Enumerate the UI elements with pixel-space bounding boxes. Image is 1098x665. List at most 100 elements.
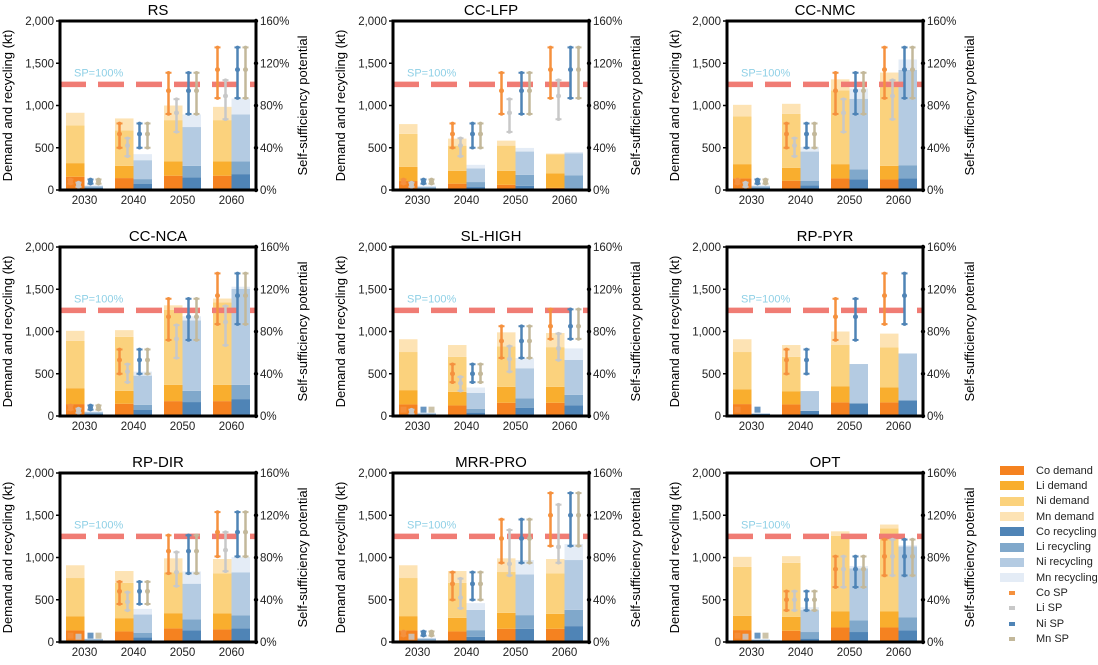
- demand-bar-li: [546, 613, 565, 629]
- legend-swatch: [1000, 527, 1024, 537]
- demand-bar-li: [782, 391, 801, 405]
- y-tick-label: 500: [702, 143, 721, 155]
- sp-marker-ni: [754, 632, 761, 639]
- legend-label: Mn demand: [1036, 510, 1095, 523]
- recycling-bar-mn: [182, 114, 201, 128]
- sp-point-ni: [568, 337, 573, 341]
- demand-bar-ni: [115, 582, 134, 619]
- recycling-bar-ni: [231, 288, 250, 385]
- recycling-bar-li: [898, 165, 917, 179]
- sp-point-mn: [145, 121, 150, 126]
- demand-bar-co: [831, 627, 850, 642]
- legend-item-li-demand: Li demand: [1000, 478, 1098, 493]
- legend: Co demand Li demand Ni demand Mn demand Co r…: [1000, 463, 1098, 647]
- y2-tick: [920, 145, 926, 150]
- sp-point-mn: [527, 517, 532, 522]
- sp-point-ni: [804, 597, 809, 603]
- y-tick-label: 0: [48, 637, 54, 649]
- y2-tick-label: 160%: [927, 468, 956, 480]
- x-tick-label: 2060: [552, 421, 578, 433]
- sp-point-co: [117, 347, 122, 352]
- sp-point-li: [409, 180, 414, 185]
- panel-rp-dir: RP-DIR SP=100% 0 500 1,000 1,500 2,000 0% 40% 80%…: [0, 454, 310, 659]
- sp-point-co: [548, 67, 553, 73]
- sp-point-ni: [470, 597, 475, 602]
- demand-bar-ni: [164, 309, 183, 385]
- sp-point-mn: [243, 271, 248, 276]
- demand-bar-mn: [782, 103, 801, 114]
- sp-point-mn: [478, 597, 483, 602]
- sp-point-li: [841, 110, 846, 116]
- demand-bar-li: [164, 161, 183, 176]
- x-tick-label: 2030: [72, 195, 98, 207]
- y-tick-label: 500: [35, 143, 54, 155]
- panel-title: RP-PYR: [797, 228, 854, 245]
- sp-point-co: [548, 323, 553, 329]
- panel-rp-pyr: RP-PYR SP=100% 0 500 1,000 1,500 2,000 0% 40% 80%…: [667, 228, 977, 433]
- demand-bar-mn: [880, 72, 899, 84]
- y2-tick-label: 0%: [927, 185, 944, 197]
- recycling-bar-li: [849, 620, 868, 633]
- legend-label: Ni demand: [1036, 495, 1090, 508]
- recycling-bar-li: [417, 639, 436, 641]
- sp-marker-co: [734, 406, 741, 413]
- recycling-bar-li: [751, 639, 770, 641]
- demand-bar-mn: [66, 330, 85, 341]
- demand-bar-mn: [880, 524, 899, 529]
- sp-point-co: [882, 537, 887, 542]
- sp-point-ni: [186, 533, 191, 538]
- recycling-bar-co: [466, 636, 485, 642]
- sp-point-co: [833, 566, 838, 572]
- sp-point-mn: [527, 112, 532, 116]
- demand-bar-li: [448, 170, 467, 184]
- y2-tick-label: 40%: [593, 143, 616, 155]
- y2-axis-title: Self-sufficiency potential: [628, 487, 643, 627]
- sp-point-ni: [902, 96, 907, 100]
- sp-point-mn: [910, 96, 915, 100]
- demand-bar-co: [546, 628, 565, 642]
- demand-bar-li: [115, 165, 134, 179]
- legend-label: Co recycling: [1036, 525, 1097, 538]
- recycling-bar-ni: [849, 98, 868, 170]
- recycling-bar-ni: [417, 638, 436, 640]
- sp-point-mn: [429, 181, 434, 186]
- demand-bar-ni: [399, 352, 418, 391]
- demand-bar-co: [66, 630, 85, 642]
- demand-bar-ni: [497, 346, 516, 387]
- sp-point-ni: [853, 338, 858, 342]
- y2-tick-label: 80%: [927, 553, 950, 565]
- demand-bar-co: [733, 404, 752, 416]
- y2-tick: [586, 555, 592, 560]
- demand-bar-ni: [164, 572, 183, 614]
- recycling-bar-co: [466, 412, 485, 416]
- y2-tick: [253, 187, 259, 193]
- demand-bar-mn: [831, 331, 850, 346]
- sp-point-li: [223, 530, 228, 534]
- sp-point-li: [743, 185, 748, 189]
- sp-point-co: [882, 67, 887, 73]
- sp-point-ni: [235, 45, 240, 50]
- recycling-bar-li: [182, 390, 201, 403]
- sp-point-ni: [804, 145, 809, 150]
- demand-bar-li: [399, 616, 418, 631]
- y2-tick-label: 120%: [260, 510, 289, 522]
- sp-point-co: [215, 96, 220, 100]
- demand-bar-co: [213, 629, 232, 642]
- recycling-bar-mn: [231, 286, 250, 289]
- y2-axis-title: Self-sufficiency potential: [295, 487, 310, 627]
- y2-tick: [920, 470, 926, 476]
- y2-tick-label: 0%: [593, 637, 610, 649]
- y-axis-title: Demand and recycling (kt): [667, 256, 682, 408]
- recycling-bar-mn: [466, 603, 485, 610]
- sp-point-ni: [804, 357, 809, 363]
- sp-point-ni: [235, 510, 240, 514]
- sp-point-ni: [88, 177, 93, 182]
- demand-bar-mn: [115, 571, 134, 583]
- sp-point-li: [556, 331, 561, 336]
- y2-tick-label: 80%: [593, 327, 616, 339]
- recycling-bar-co: [231, 628, 250, 642]
- recycling-bar-co: [515, 407, 534, 416]
- sp-point-li: [890, 573, 895, 578]
- y2-tick-label: 40%: [260, 595, 283, 607]
- y-tick-label: 2,000: [358, 16, 387, 28]
